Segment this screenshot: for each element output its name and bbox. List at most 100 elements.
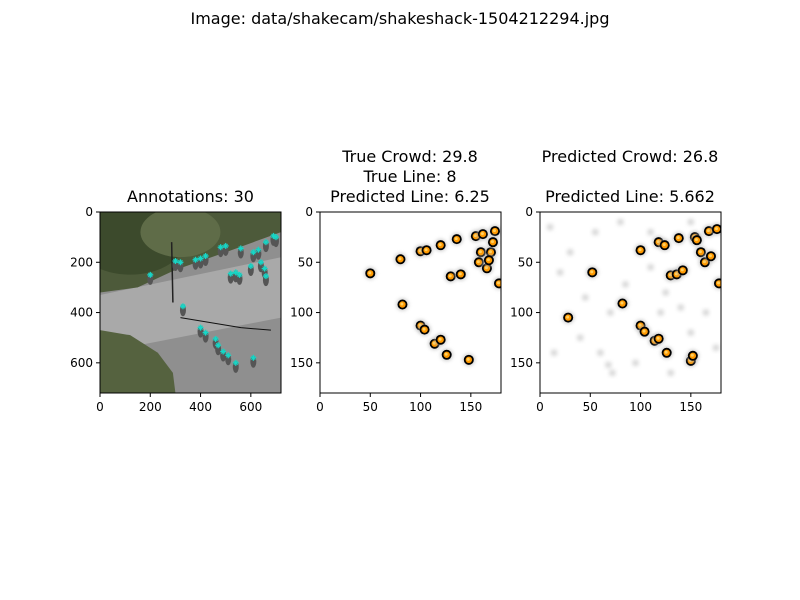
annotation-marker <box>227 270 234 277</box>
annotation-marker <box>250 354 257 361</box>
y-tick-label: 0 <box>85 205 93 219</box>
axes-frame-1 <box>99 211 282 394</box>
y-tick-label: 50 <box>518 255 533 269</box>
x-tick-label: 600 <box>239 400 262 414</box>
annotation-marker <box>225 352 232 359</box>
heatmap-blob <box>363 266 377 280</box>
photo-queue-rope <box>180 317 271 331</box>
heatmap-blob <box>434 238 448 252</box>
heatmap-faint-spot <box>605 361 612 368</box>
panel-2-title-line-1: True Crowd: 29.8 <box>342 147 478 166</box>
annotation-marker <box>236 271 243 278</box>
heatmap-blob <box>712 276 721 290</box>
annotation-marker <box>247 263 254 270</box>
heatmap-faint-spot <box>567 249 574 256</box>
heatmap-blob <box>482 253 496 267</box>
annotation-marker <box>147 271 154 278</box>
annotation-marker <box>272 234 279 241</box>
heatmap-blob <box>710 222 721 236</box>
y-tick-label: 150 <box>290 356 313 370</box>
annotation-marker <box>215 342 222 349</box>
annotations-panel: 0 200 400 600 0 200 400 600 <box>70 205 282 414</box>
heatmap-blob <box>444 269 458 283</box>
heatmap-faint-spot <box>622 281 629 288</box>
x-tick-label: 50 <box>363 400 378 414</box>
heatmap-blob <box>434 333 448 347</box>
heatmap-blob <box>694 245 708 259</box>
x-tick-label: 0 <box>316 400 324 414</box>
predicted-density-panel: 0 50 100 150 0 50 100 150 <box>510 205 722 414</box>
heatmap-blob <box>561 311 575 325</box>
y-tick-label: 150 <box>510 356 533 370</box>
heatmap-blob <box>472 255 486 269</box>
heatmap-faint-spot <box>577 334 584 341</box>
photo-lamp-post <box>170 242 174 303</box>
heatmap-blob <box>488 224 501 238</box>
heatmap-blob <box>462 353 476 367</box>
heatmap-faint-spot <box>687 329 694 336</box>
annotation-marker <box>261 265 268 272</box>
panel-3-title-line-3: Predicted Line: 5.662 <box>545 187 715 206</box>
heatmap-blob <box>492 276 501 290</box>
x-tick-label: 400 <box>189 400 212 414</box>
heatmap-blob <box>652 332 666 346</box>
annotation-marker <box>255 246 262 253</box>
y-tick-label: 100 <box>510 306 533 320</box>
annotation-marker <box>262 273 269 280</box>
y-tick-label: 600 <box>70 356 93 370</box>
heatmap-blob <box>418 323 432 337</box>
heatmap-blob <box>476 227 490 241</box>
heatmap-blob <box>454 267 468 281</box>
annotation-marker <box>222 242 229 249</box>
heatmap-blob <box>450 232 464 246</box>
heatmap-faint-spot <box>632 359 639 366</box>
axes-frame-3 <box>539 211 722 394</box>
y-tick-label: 400 <box>70 306 93 320</box>
x-tick-label: 150 <box>679 400 702 414</box>
x-tick-label: 200 <box>139 400 162 414</box>
annotation-marker <box>232 359 239 366</box>
y-tick-label: 100 <box>290 306 313 320</box>
heatmap-blob <box>486 235 500 249</box>
heatmap-blob <box>690 233 704 247</box>
heatmap-blob <box>660 346 674 360</box>
annotation-marker <box>202 252 209 259</box>
heatmap-faint-spot <box>557 269 564 276</box>
annotation-marker <box>177 259 184 266</box>
heatmap-blob <box>676 263 690 277</box>
heatmap-faint-spot <box>647 229 654 236</box>
x-tick-label: 100 <box>629 400 652 414</box>
heatmap-faint-spot <box>662 289 669 296</box>
annotation-marker <box>232 269 239 276</box>
heatmap-faint-spot <box>609 369 616 376</box>
photo-tree-canopy <box>140 212 221 258</box>
heatmap-faint-spot <box>582 294 589 301</box>
heatmap-faint-spot <box>647 264 654 271</box>
annotation-marker <box>197 255 204 262</box>
heatmap-faint-spot <box>547 224 554 231</box>
heatmap-faint-spot <box>667 369 674 376</box>
annotation-marker <box>212 335 219 342</box>
heatmap-blob <box>585 265 599 279</box>
annotation-marker <box>172 258 179 265</box>
heatmap-faint-spot <box>617 219 624 226</box>
y-tick-label: 0 <box>305 205 313 219</box>
heatmap-blob <box>395 298 409 312</box>
annotation-marker <box>192 256 199 263</box>
x-tick-label: 50 <box>583 400 598 414</box>
panel-2-title-line-3: Predicted Line: 6.25 <box>330 187 490 206</box>
x-tick-label: 0 <box>96 400 104 414</box>
heatmap-blob <box>420 243 434 257</box>
heatmap-blob <box>704 249 718 263</box>
heatmap-blob <box>615 297 629 311</box>
heatmap-faint-spot <box>551 349 558 356</box>
heatmap-faint-spot <box>677 304 684 311</box>
heatmap-faint-spot <box>592 229 599 236</box>
annotation-marker <box>202 329 209 336</box>
y-tick-label: 200 <box>70 255 93 269</box>
x-tick-label: 100 <box>409 400 432 414</box>
heatmap-faint-spot <box>657 309 664 316</box>
x-tick-label: 150 <box>459 400 482 414</box>
heatmap-blob <box>393 252 407 266</box>
